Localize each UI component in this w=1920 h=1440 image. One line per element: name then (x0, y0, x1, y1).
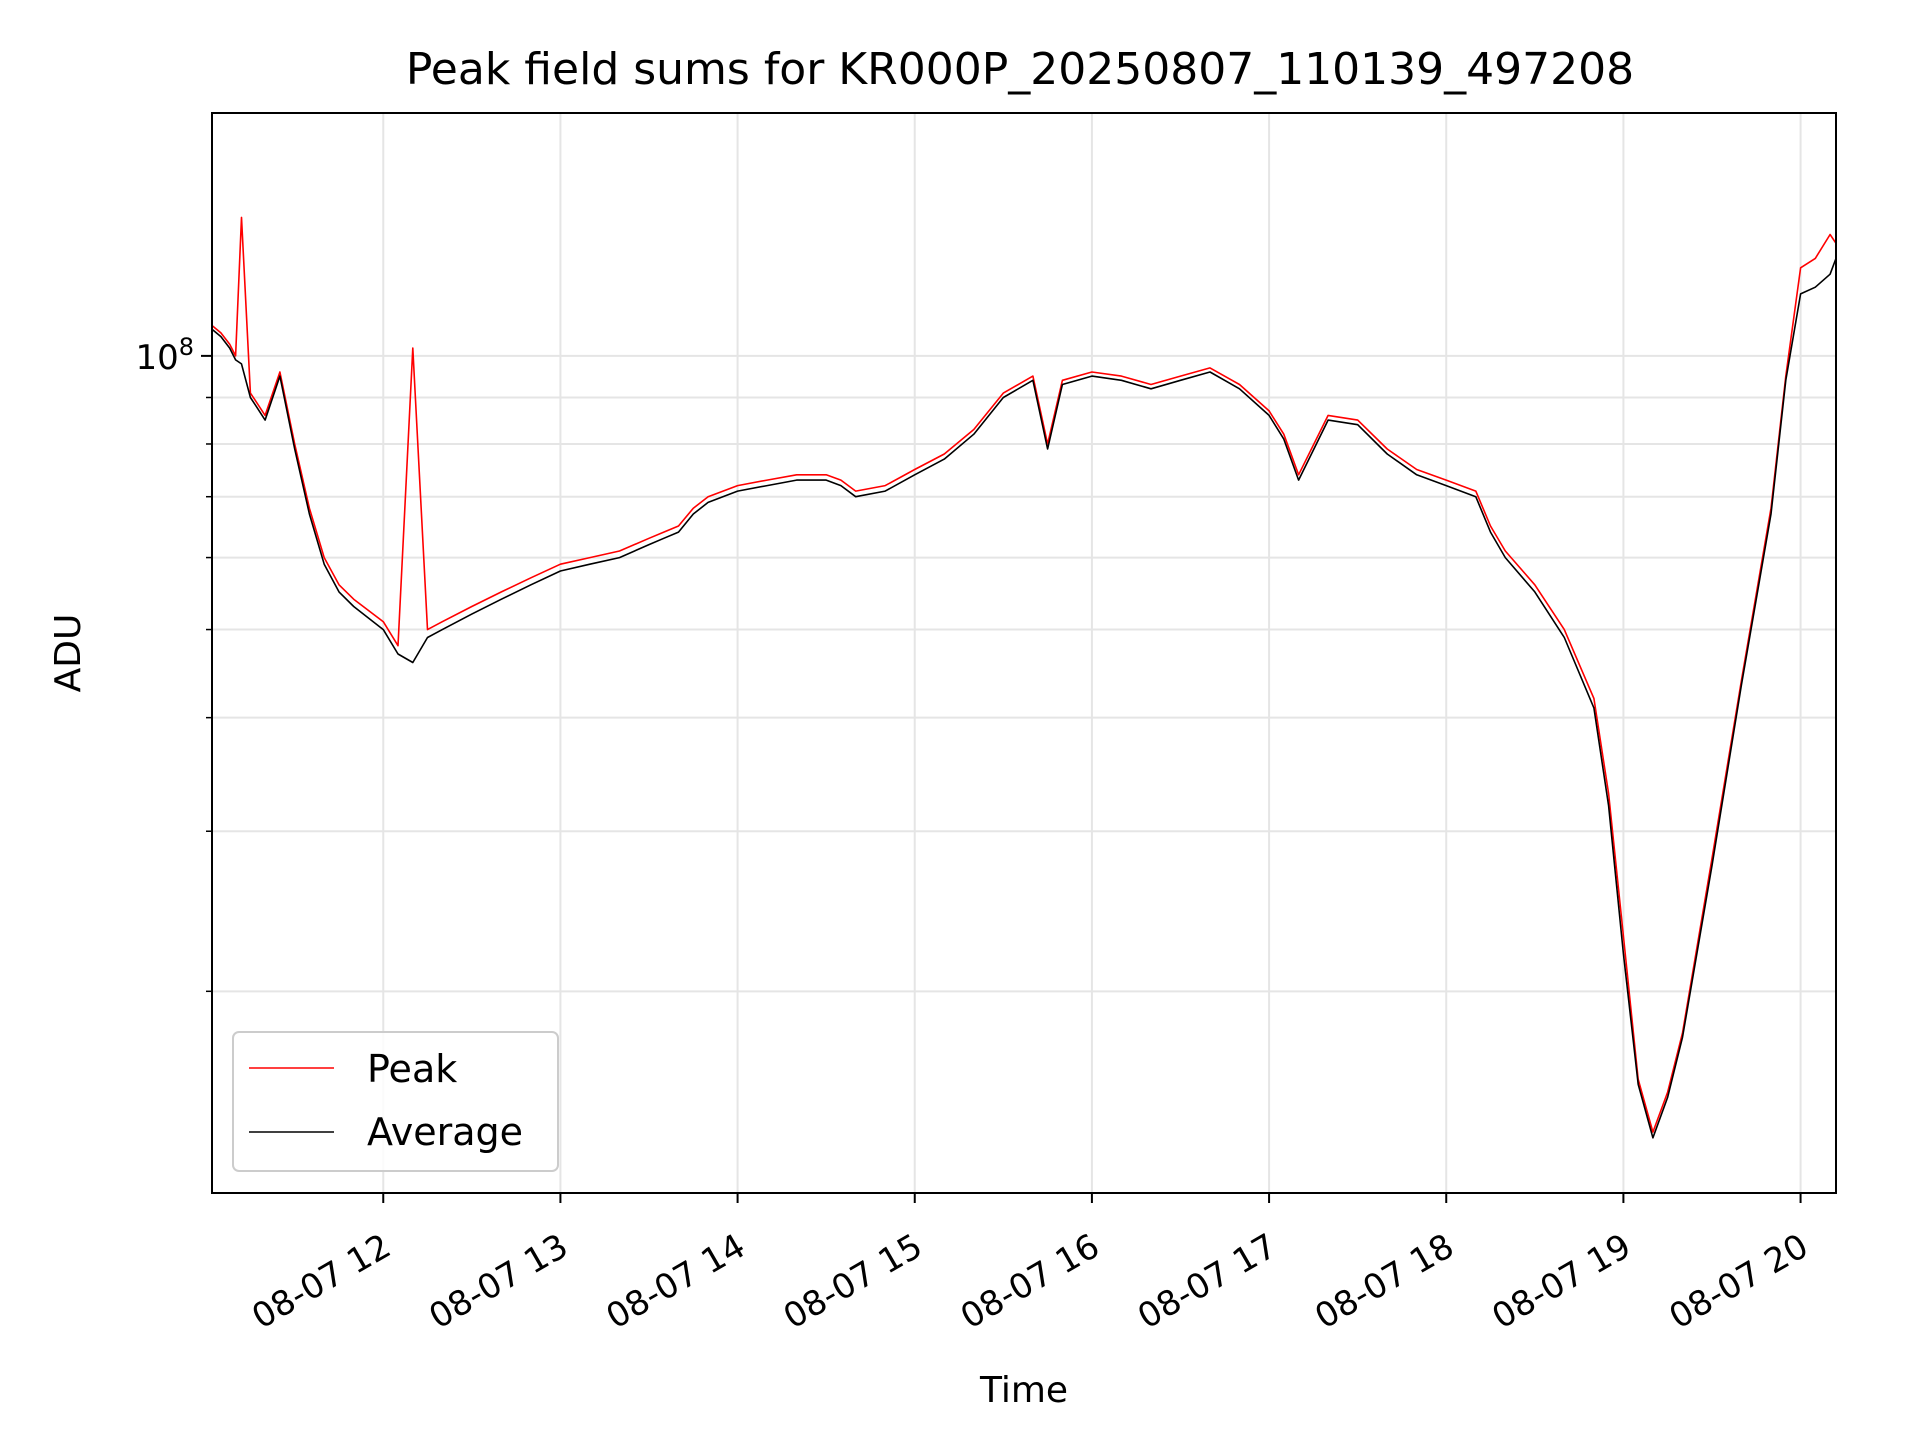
legend-box (232, 1031, 559, 1172)
plot-frame (211, 112, 1837, 1194)
series-line-peak (211, 216, 1837, 1133)
series-layer (211, 216, 1837, 1139)
legend-label-peak: Peak (367, 1047, 457, 1091)
legend: Peak Average (232, 1031, 559, 1172)
x-axis-label: Time (979, 1370, 1068, 1411)
y-axis-label: ADU (48, 614, 89, 693)
y-tick-label-base: 10 (135, 338, 178, 378)
series-line-average (211, 258, 1837, 1139)
chart-title: Peak field sums for KR000P_20250807_1101… (406, 44, 1634, 95)
grid (212, 113, 1836, 1193)
y-axis: 108 (135, 333, 212, 993)
y-tick-label: 108 (135, 333, 194, 378)
y-tick-label-exponent: 8 (179, 333, 194, 361)
legend-label-average: Average (367, 1110, 523, 1154)
